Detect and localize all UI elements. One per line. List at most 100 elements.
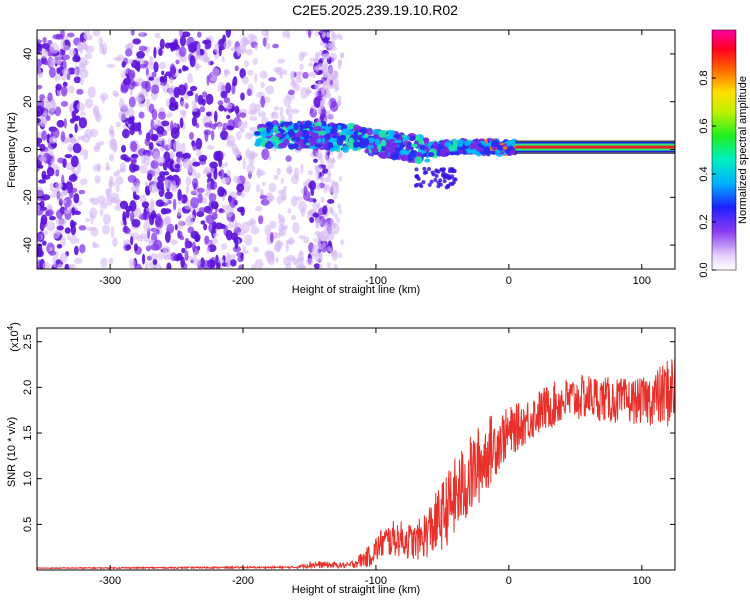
spectrogram-cell [73,210,82,215]
spectrogram-cell [224,161,228,168]
spectrogram-cell [268,155,272,161]
spectrogram-cell [194,64,202,69]
spectrogram-cell [205,214,215,225]
spectrogram-cell [243,180,251,193]
spectrogram-cell [221,56,225,63]
spectrogram-cell [74,257,83,264]
spectrogram-cell [217,123,222,130]
spectrogram-cell [196,147,202,158]
spectrogram-cell [210,76,218,82]
spectrogram-cell [279,217,285,223]
spectrogram-cell [177,229,181,239]
spectrogram-cell [193,258,202,266]
spectrogram-cell [204,44,210,50]
spectrogram-cell [121,60,126,68]
spectrogram-cell [377,152,384,157]
spectrogram-cell [132,126,141,132]
spectrogram-cell [64,263,70,269]
spectrogram-cell [161,70,165,76]
spectrogram-cell [318,219,323,226]
spectrogram-cell [59,48,63,57]
spectrogram-cell [150,253,158,260]
spectrogram-cell [177,219,184,230]
spectrogram-cell [127,58,134,65]
spectrogram-cell [234,65,239,72]
spectrogram-cell [144,91,149,97]
spectrogram-cell [239,112,247,119]
spectrogram-cell [146,207,155,212]
spectrogram-cell [41,194,51,201]
spectrogram-cell [315,86,320,93]
spectrogram-cell [161,245,171,253]
spectrogram-cell [130,30,135,36]
spectrogram-cell [348,145,354,150]
spectrogram-cell [306,258,314,266]
spectrogram-cell [144,181,149,186]
spectrogram-cell [367,144,374,149]
spectrogram-cell [326,157,331,164]
spectrogram-cell [54,54,63,65]
spectrogram-cell [285,262,292,269]
spectrogram-cell [328,187,333,194]
chart-title: C2E5.2025.239.19.10.R02 [292,2,458,18]
spectrogram-cell [287,237,295,246]
spectrogram-cell [79,244,86,254]
spectrogram-cell [185,237,190,247]
spectrogram-cell [450,150,458,155]
y-tick-label: -20 [22,189,34,205]
spectrogram-cell [458,149,463,154]
spectrogram-cell [327,101,332,108]
spectrogram-cell [166,262,172,269]
spectrogram-cell [414,167,419,172]
y-tick-label: 2.0 [22,380,34,395]
spectrogram-cell [326,245,331,252]
spectrogram-cell [236,183,245,193]
colorbar-gradient [711,29,737,271]
spectrogram-cell [128,258,136,269]
spectrogram-cell [250,36,258,42]
spectrogram-cell [253,246,259,253]
spectrogram-cell [327,142,333,147]
spectrogram-cell [298,51,305,62]
colorbar-tick-label: 0.0 [698,262,710,277]
spectrogram-x-label: Height of straight line (km) [292,284,420,296]
spectrogram-cell [443,172,448,177]
spectrogram-cell [200,220,206,225]
spectrogram-cell [319,40,324,47]
spectrogram-cell [259,194,268,200]
spectrogram-cell [303,236,310,244]
spectrogram-cell [269,220,277,229]
spectrogram-cell [116,169,122,174]
spectrogram-cell [198,207,207,213]
spectrogram-cell [506,140,515,148]
spectrogram-cell [243,120,248,129]
spectrogram-cell [110,226,115,238]
spectrogram-cell [296,130,303,138]
spectrogram-cell [164,231,171,243]
snr-series-line [37,355,675,570]
spectrogram-cell [218,208,226,214]
spectrogram-cell [180,194,188,204]
spectrogram-cell [141,80,149,89]
spectrogram-cell [234,150,242,159]
spectrogram-cell [400,154,409,162]
spectrogram-cell [309,138,315,147]
colorbar-tick-label: 0.6 [698,118,710,133]
spectrogram-cell [52,230,60,239]
spectrogram-cell [452,177,457,182]
spectrogram-cell [282,185,287,192]
spectrogram-cell [307,197,317,203]
spectrogram-cell [67,144,74,153]
spectrogram-cell [134,96,142,103]
spectrogram-cell [300,163,304,175]
x-tick-label: 0 [506,275,512,287]
spectrogram-cell [57,157,65,164]
y-tick-label: 1.0 [22,471,34,486]
spectrogram-cell [186,90,194,97]
spectrogram-cell [96,163,102,172]
spectrogram-cell [244,234,253,247]
spectrogram-cell [92,241,97,248]
spectrogram-cell [337,203,342,210]
spectrogram-cell [295,76,303,84]
spectrogram-cell [122,128,130,139]
